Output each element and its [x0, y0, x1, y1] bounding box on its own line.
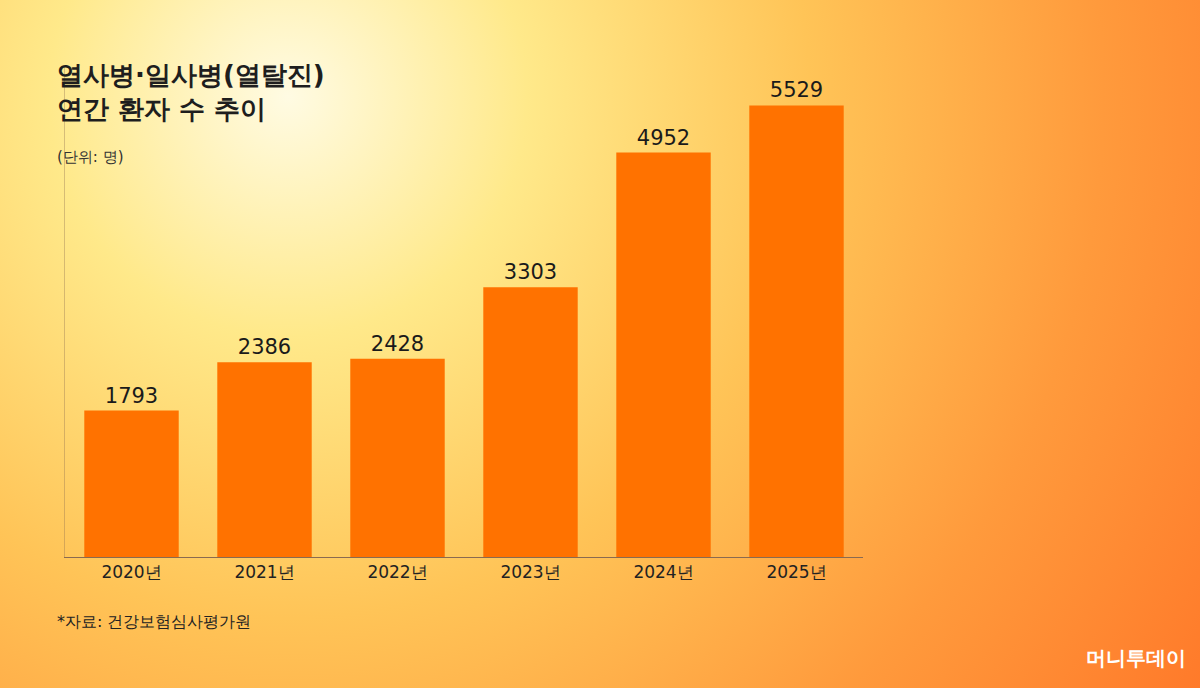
svg-text:3303: 3303 [504, 260, 557, 284]
svg-text:2021년: 2021년 [234, 562, 294, 582]
svg-text:1793: 1793 [105, 384, 158, 408]
svg-text:2428: 2428 [371, 332, 424, 356]
svg-text:2025년: 2025년 [766, 562, 826, 582]
svg-text:4952: 4952 [637, 126, 690, 150]
svg-text:2023년: 2023년 [500, 562, 560, 582]
svg-text:머니투데이: 머니투데이 [1086, 646, 1186, 670]
svg-text:2386: 2386 [238, 335, 291, 359]
svg-text:*자료: 건강보험심사평가원: *자료: 건강보험심사평가원 [57, 612, 251, 631]
svg-text:(단위: 명): (단위: 명) [57, 148, 124, 166]
svg-text:2020년: 2020년 [101, 562, 161, 582]
svg-text:5529: 5529 [770, 78, 823, 102]
svg-text:2022년: 2022년 [367, 562, 427, 582]
svg-text:열사병·일사병(열탈진)연간 환자 수 추이: 열사병·일사병(열탈진)연간 환자 수 추이 [57, 60, 325, 124]
svg-text:2024년: 2024년 [633, 562, 693, 582]
